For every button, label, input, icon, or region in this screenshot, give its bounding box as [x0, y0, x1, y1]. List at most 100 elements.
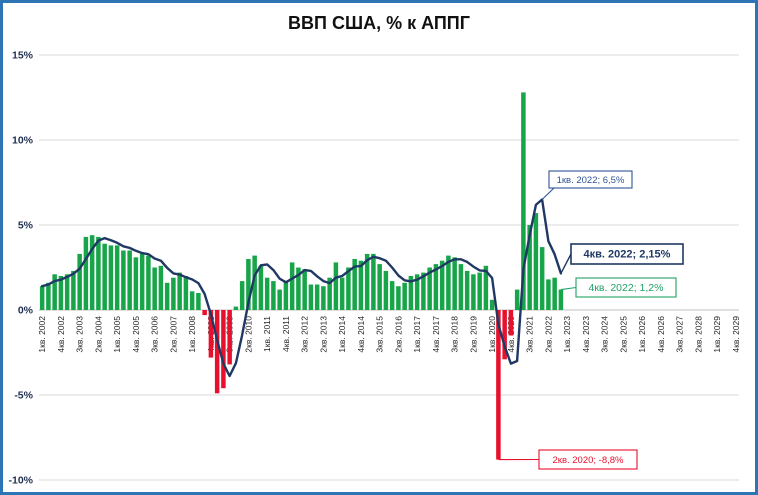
annotation-box: [575, 277, 677, 298]
bar: [346, 267, 351, 310]
bar: [477, 272, 482, 310]
bar: [158, 265, 164, 310]
bar: [421, 272, 426, 310]
bar: [96, 236, 101, 310]
x-axis-tick-label: 2кв. 2022: [543, 316, 553, 353]
x-axis-tick-label: 2кв. 2004: [93, 316, 103, 353]
y-axis-tick-label: 15%: [12, 50, 34, 62]
bar: [239, 281, 245, 310]
x-axis-tick-label: 3кв. 2018: [450, 316, 460, 353]
bar: [114, 245, 120, 310]
x-axis-tick-label: 3кв. 2006: [150, 316, 160, 353]
bar: [558, 289, 564, 310]
bar: [533, 213, 539, 310]
bar: [483, 265, 489, 310]
bar: [71, 270, 76, 310]
bar: [214, 310, 220, 394]
bar: [177, 272, 182, 310]
bar: [152, 267, 157, 310]
x-axis-tick-label: 4кв. 2026: [656, 316, 666, 353]
x-axis-tick-label: 1кв. 2017: [412, 316, 422, 353]
bar: [264, 277, 270, 310]
bar: [121, 250, 126, 310]
x-axis-tick-label: 2кв. 2016: [393, 316, 403, 353]
bar: [127, 250, 132, 310]
x-axis-tick-label: 2кв. 2007: [168, 316, 178, 353]
bar: [358, 260, 364, 310]
x-axis-tick-label: 3кв. 2024: [600, 316, 610, 353]
bar: [446, 255, 451, 310]
annotation-box: [548, 170, 633, 189]
x-axis-tick-label: 4кв. 2023: [581, 316, 591, 353]
bar: [414, 274, 420, 310]
bar: [171, 277, 176, 310]
x-axis-tick-label: 2кв. 2019: [468, 316, 478, 353]
bar: [527, 225, 532, 310]
bar: [402, 282, 407, 310]
x-axis-tick-label: 1кв. 2011: [262, 316, 272, 352]
y-axis-tick-label: -10%: [8, 475, 33, 487]
bar: [227, 310, 232, 365]
bar: [521, 92, 526, 311]
bar: [502, 310, 507, 360]
bar: [289, 262, 295, 310]
bar: [464, 270, 470, 310]
x-axis-tick-label: 2кв. 2013: [318, 316, 328, 353]
bar: [77, 253, 82, 310]
bar: [164, 282, 170, 310]
annotation-label: 2кв. 2020; -8,8%: [553, 455, 625, 466]
bar: [277, 289, 282, 310]
bar: [83, 236, 89, 310]
bar: [283, 281, 289, 310]
bar: [514, 289, 520, 310]
bar: [496, 310, 501, 460]
y-axis-tick-label: 5%: [18, 220, 34, 232]
annotation-label: 1кв. 2022; 6,5%: [557, 175, 625, 186]
bar: [427, 267, 432, 310]
bar: [327, 277, 332, 310]
x-axis-tick-label: 3кв. 2015: [375, 316, 385, 353]
bar: [139, 253, 145, 310]
bar: [133, 257, 139, 310]
bar: [271, 281, 276, 310]
bar: [433, 264, 439, 310]
bar: [89, 235, 95, 310]
y-axis-tick-label: 0%: [18, 305, 34, 317]
bar: [46, 282, 51, 310]
x-axis-tick-label: 4кв. 2017: [431, 316, 441, 353]
bar: [308, 284, 314, 310]
bar: [202, 310, 207, 316]
bar: [377, 264, 382, 310]
bar: [339, 277, 345, 310]
x-axis-tick-label: 1кв. 2029: [712, 316, 722, 353]
bar: [208, 310, 214, 358]
x-axis-tick-label: 1кв. 2014: [337, 316, 347, 353]
x-axis-tick-label: 2кв. 2025: [618, 316, 628, 353]
bar: [458, 264, 464, 310]
x-axis-tick-label: 1кв. 2020: [487, 316, 497, 353]
x-axis-tick-label: 1кв. 2026: [637, 316, 647, 353]
bar: [471, 274, 476, 310]
x-axis-tick-label: 1кв. 2023: [562, 316, 572, 353]
bar: [408, 276, 414, 310]
bar: [383, 270, 389, 310]
annotation-box: [538, 449, 638, 470]
bar: [64, 274, 70, 310]
x-axis-tick-label: 3кв. 2027: [675, 316, 685, 353]
x-axis-tick-label: 2кв. 2028: [693, 316, 703, 353]
chart-title: ВВП США, % к АППГ: [288, 13, 470, 33]
bar: [333, 262, 339, 310]
annotation-label: 4кв. 2022; 1,2%: [589, 282, 664, 294]
bar: [439, 260, 445, 310]
gdp-chart-plot: 15% 10% 5% 0% -5% -10% 1кв. 2002 4кв. 2002 3кв. …: [8, 50, 740, 487]
bar: [233, 306, 239, 310]
bar: [396, 286, 401, 310]
annotation-pointer: [560, 286, 577, 291]
annotation-pointer: [560, 253, 572, 274]
y-axis-tick-label: -5%: [14, 390, 33, 402]
x-axis-tick-label: 4кв. 2002: [56, 316, 66, 353]
bar: [39, 286, 45, 310]
bar: [108, 245, 114, 310]
bar: [189, 291, 195, 310]
